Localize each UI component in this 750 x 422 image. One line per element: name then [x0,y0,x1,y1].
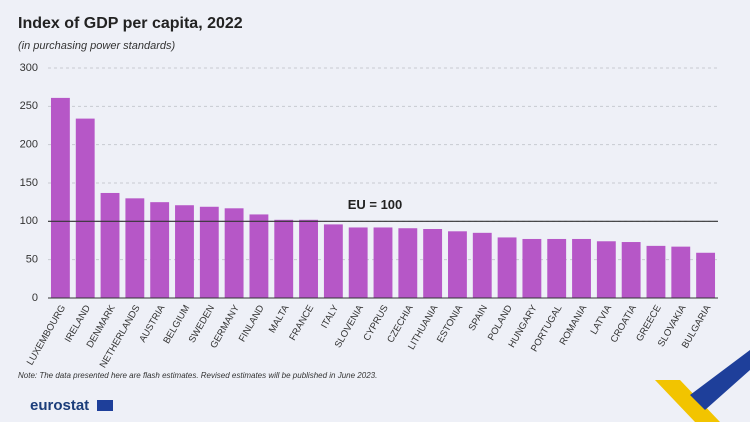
y-tick-label: 300 [20,62,38,74]
reference-label: EU = 100 [348,197,403,212]
bar [249,214,269,298]
y-tick-label: 250 [20,100,38,112]
y-tick-label: 50 [26,254,38,266]
x-tick-label: SPAIN [467,303,490,333]
x-tick-label: FRANCE [287,303,316,342]
bar [547,238,567,298]
x-tick-label: MALTA [267,303,292,335]
bar [423,229,443,298]
bar [373,227,393,298]
source-logo: eurostat [30,397,89,414]
bar [75,118,95,298]
bar [100,192,120,298]
y-tick-label: 100 [20,215,38,227]
bar [472,232,492,298]
bar [621,242,641,298]
bar [150,202,170,298]
chart-subtitle: (in purchasing power standards) [18,40,175,52]
bar [646,245,666,298]
chart-title: Index of GDP per capita, 2022 [18,15,243,32]
bar [299,219,318,298]
y-tick-label: 150 [20,177,38,189]
x-tick-label: LUXEMBOURG [25,303,68,367]
decoration [655,380,720,422]
x-tick-label: ITALY [319,303,341,331]
decoration [690,350,750,410]
eu-flag [97,400,113,411]
bar [671,246,691,298]
bar [572,238,591,298]
bar [348,227,368,298]
bar [596,241,616,298]
bar [522,238,542,298]
note: Note: The data presented here are flash … [18,371,377,380]
bar [50,97,70,299]
bar [175,205,194,298]
bar [224,208,244,298]
bar [398,228,418,298]
y-tick-label: 200 [20,139,38,151]
bar [199,206,219,298]
bar [497,237,517,298]
bar [125,198,145,298]
bar [274,219,294,298]
bar [448,231,467,298]
bar [323,224,343,298]
x-tick-label: LATVIA [589,303,615,337]
y-tick-label: 0 [32,292,38,304]
bar [696,252,716,298]
